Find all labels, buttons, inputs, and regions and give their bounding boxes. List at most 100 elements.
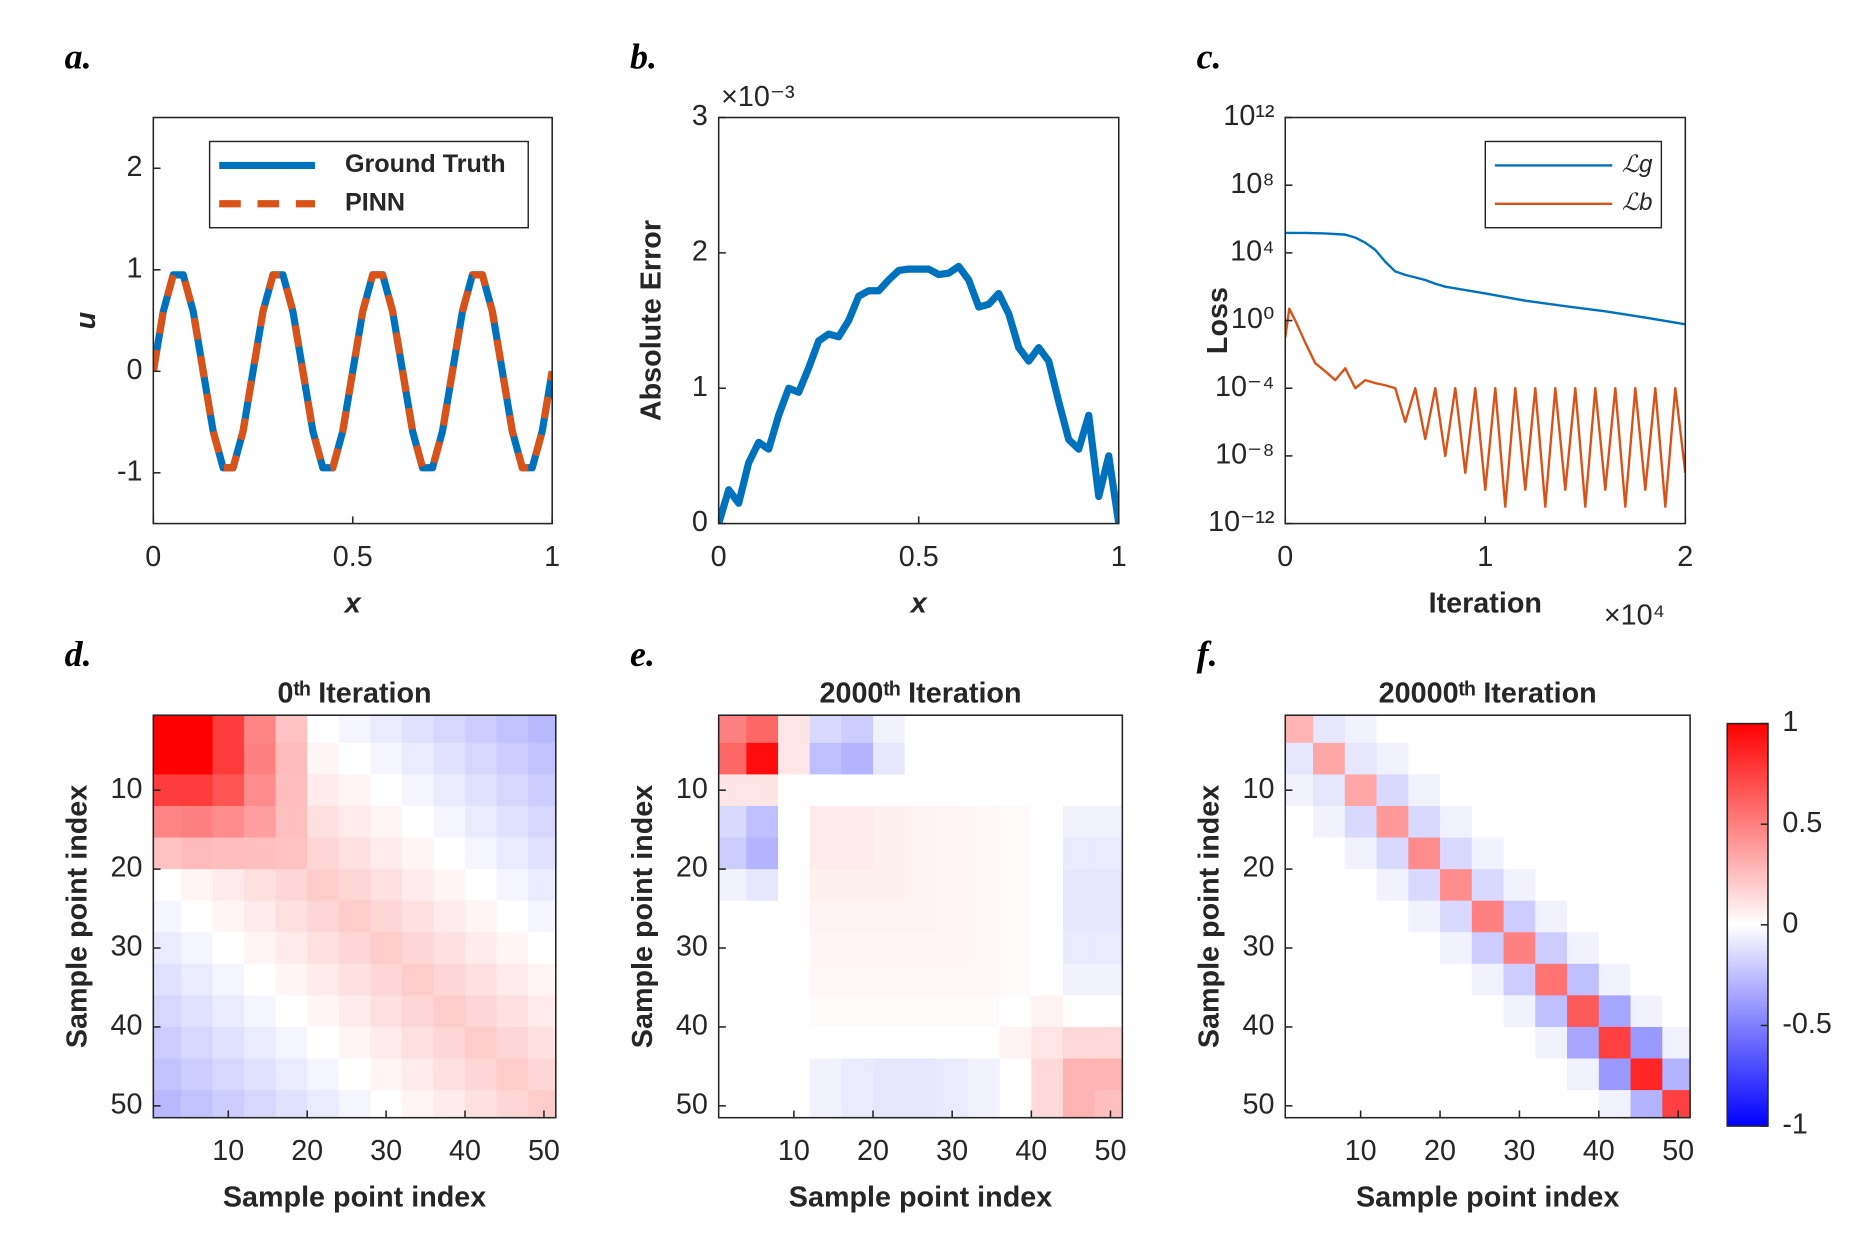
heat-cell bbox=[1598, 715, 1632, 744]
heat-cell bbox=[999, 900, 1032, 933]
y-axis-label: Loss bbox=[1202, 287, 1234, 354]
panel-label: d. bbox=[65, 634, 92, 674]
heat-cell bbox=[999, 742, 1032, 776]
heat-cell bbox=[338, 837, 371, 870]
heat-cell bbox=[1313, 1058, 1346, 1091]
panel-label: f. bbox=[1197, 634, 1218, 674]
heat-cell bbox=[496, 742, 529, 776]
heat-cell bbox=[1408, 963, 1441, 996]
heat-cell bbox=[1408, 1058, 1441, 1091]
heat-cell bbox=[1344, 805, 1378, 839]
heat-cell bbox=[936, 900, 969, 933]
heat-cell bbox=[307, 1090, 340, 1118]
heat-cell bbox=[401, 715, 435, 744]
heat-cell bbox=[1313, 774, 1346, 807]
heat-cell bbox=[904, 869, 937, 902]
heat-cell bbox=[338, 963, 371, 996]
heat-cell bbox=[401, 932, 435, 965]
heat-cell bbox=[180, 805, 214, 839]
heat-cell bbox=[1440, 900, 1473, 933]
heat-cell bbox=[936, 1026, 969, 1060]
heat-cell bbox=[968, 963, 1001, 996]
x-tick-label: 40 bbox=[449, 1135, 481, 1167]
heat-cell bbox=[465, 995, 498, 1028]
plot-frame bbox=[152, 714, 557, 1119]
heat-cell bbox=[275, 995, 308, 1028]
heat-cell bbox=[180, 932, 214, 965]
heat-cell bbox=[809, 900, 842, 933]
heat-cell bbox=[1440, 805, 1473, 839]
heat-cell bbox=[841, 900, 874, 933]
heat-cell bbox=[873, 900, 906, 933]
heat-cell bbox=[1031, 715, 1064, 744]
heat-cell bbox=[1440, 1058, 1473, 1091]
heat-cell bbox=[1567, 869, 1600, 902]
heat-cell bbox=[718, 715, 747, 744]
y-tick-label: 10⁻⁸ bbox=[1215, 438, 1274, 470]
heat-cell bbox=[1094, 1026, 1123, 1060]
heat-cell bbox=[528, 715, 556, 744]
heat-cell bbox=[496, 1058, 529, 1091]
heat-cell bbox=[1471, 1058, 1505, 1091]
y-tick-label: 30 bbox=[676, 931, 708, 963]
heat-cell bbox=[1344, 995, 1378, 1028]
heat-cell bbox=[904, 963, 937, 996]
heat-cell bbox=[275, 805, 308, 839]
heat-cell bbox=[212, 1058, 245, 1091]
plot-area bbox=[718, 262, 1119, 524]
heat-cell bbox=[1408, 774, 1441, 807]
heat-cell bbox=[465, 869, 498, 902]
heat-cell bbox=[718, 1026, 747, 1060]
heat-cell bbox=[338, 932, 371, 965]
heat-cell bbox=[1630, 963, 1663, 996]
heat-cell bbox=[746, 1090, 779, 1118]
heat-cell bbox=[1503, 1058, 1536, 1091]
heat-cell bbox=[433, 715, 466, 744]
y-tick-label: 3 bbox=[692, 100, 708, 132]
x-tick-label: 0 bbox=[1277, 541, 1293, 573]
heat-cell bbox=[244, 774, 277, 807]
heat-cell bbox=[1094, 774, 1123, 807]
y-tick-label: -1 bbox=[117, 455, 143, 487]
heat-cell bbox=[1662, 742, 1691, 776]
heat-cell bbox=[528, 1058, 556, 1091]
heat-cell bbox=[936, 774, 969, 807]
heat-cell bbox=[212, 963, 245, 996]
x-axis-label: x bbox=[343, 588, 362, 620]
heat-cell bbox=[244, 963, 277, 996]
heat-cell bbox=[841, 837, 874, 870]
y-axis-label: Absolute Error bbox=[635, 220, 667, 421]
heat-cell bbox=[841, 742, 874, 776]
heat-cell bbox=[1503, 742, 1536, 776]
heat-cell bbox=[1440, 1090, 1473, 1118]
heat-cell bbox=[338, 869, 371, 902]
heat-cell bbox=[212, 869, 245, 902]
heat-cell bbox=[1062, 837, 1096, 870]
chart-title: 2000ᵗʰ Iteration bbox=[819, 677, 1021, 709]
heat-cell bbox=[1376, 774, 1409, 807]
heat-cell bbox=[1062, 1090, 1096, 1118]
heat-cell bbox=[528, 900, 556, 933]
heat-cell bbox=[1630, 900, 1663, 933]
heat-cell bbox=[244, 715, 277, 744]
heat-cell bbox=[180, 715, 214, 744]
heat-cell bbox=[873, 995, 906, 1028]
heat-cell bbox=[1630, 774, 1663, 807]
heat-cell bbox=[1344, 742, 1378, 776]
heat-cell bbox=[841, 963, 874, 996]
heat-cell bbox=[153, 805, 182, 839]
heat-cell bbox=[496, 1090, 529, 1118]
heat-cell bbox=[307, 837, 340, 870]
heat-cell bbox=[244, 1090, 277, 1118]
colorbar-tick-label: 0.5 bbox=[1782, 807, 1822, 839]
heat-cell bbox=[873, 1058, 906, 1091]
x-tick-label: 1 bbox=[1111, 541, 1127, 573]
heat-cell bbox=[307, 805, 340, 839]
heat-cell bbox=[936, 1058, 969, 1091]
heat-cell bbox=[433, 932, 466, 965]
heat-cell bbox=[1503, 1026, 1536, 1060]
heat-cell bbox=[1031, 869, 1064, 902]
heat-cell bbox=[1376, 995, 1409, 1028]
heat-cell bbox=[1094, 715, 1123, 744]
